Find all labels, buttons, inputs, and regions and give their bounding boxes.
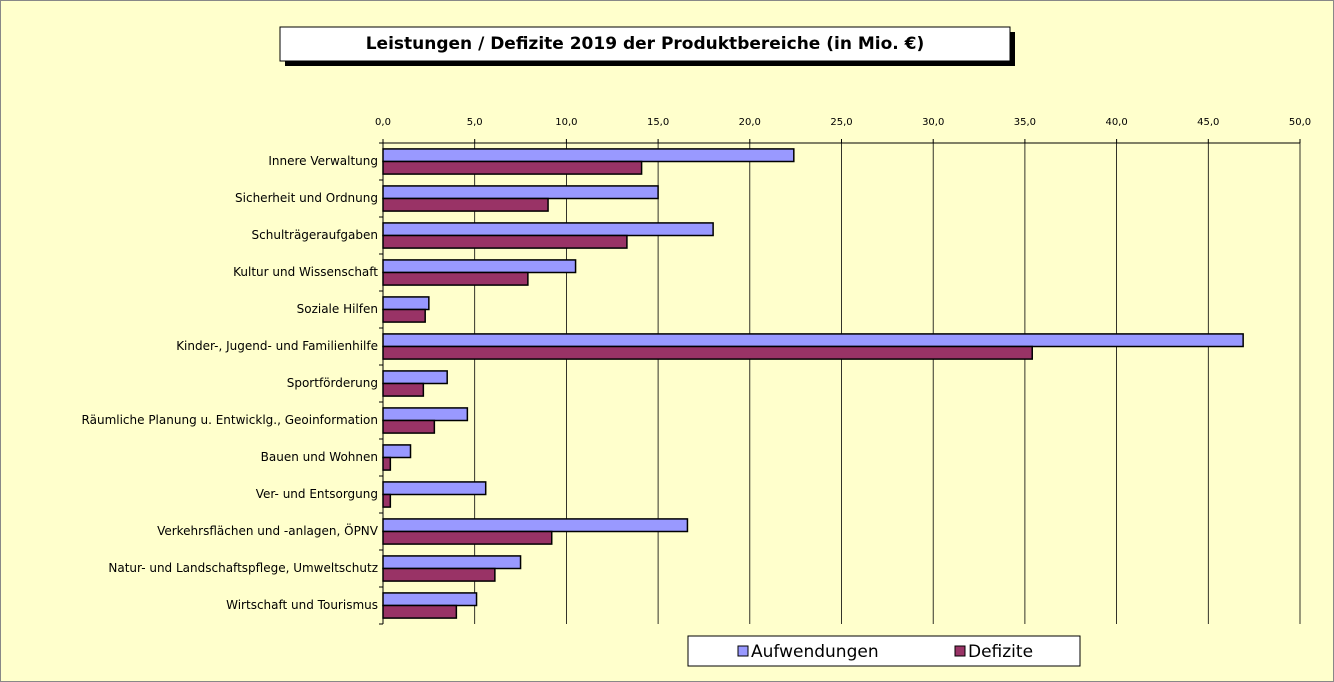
legend-label: Aufwendungen <box>751 642 879 662</box>
bar <box>382 493 392 508</box>
bar <box>382 518 689 533</box>
chart-title: Leistungen / Defizite 2019 der Produktbe… <box>366 34 925 54</box>
x-tick-label: 10,0 <box>555 117 577 128</box>
bar <box>382 222 714 237</box>
y-tick-label: Kultur und Wissenschaft <box>233 265 378 279</box>
bar <box>382 308 426 323</box>
bar <box>382 197 549 212</box>
title-box <box>279 26 1011 62</box>
bar <box>382 271 529 286</box>
bar <box>382 185 659 200</box>
y-tick-label: Innere Verwaltung <box>268 154 378 168</box>
bar <box>382 456 392 471</box>
bar <box>382 604 458 619</box>
y-tick-label: Bauen und Wohnen <box>261 450 378 464</box>
x-tick-label: 0,0 <box>375 117 391 128</box>
bar <box>382 530 553 545</box>
y-tick-label: Schulträgeraufgaben <box>252 228 378 242</box>
x-tick-label: 40,0 <box>1105 117 1127 128</box>
legend-label: Defizite <box>968 642 1033 662</box>
bar <box>382 382 425 397</box>
bar <box>382 259 577 274</box>
x-tick-label: 45,0 <box>1197 117 1219 128</box>
y-tick-label: Sportförderung <box>287 376 378 390</box>
legend-swatch <box>737 645 749 657</box>
bar <box>382 592 478 607</box>
y-tick-label: Wirtschaft und Tourismus <box>226 598 378 612</box>
y-tick-label: Kinder-, Jugend- und Familienhilfe <box>176 339 378 353</box>
bar <box>382 407 469 422</box>
y-tick-label: Natur- und Landschaftspflege, Umweltschu… <box>108 561 378 575</box>
bar <box>382 481 487 496</box>
bar <box>382 567 496 582</box>
x-tick-label: 25,0 <box>830 117 852 128</box>
x-tick-label: 35,0 <box>1014 117 1036 128</box>
y-tick-label: Ver- und Entsorgung <box>256 487 378 501</box>
bar <box>382 555 522 570</box>
bar <box>382 333 1244 348</box>
bar <box>382 148 795 163</box>
x-tick-label: 5,0 <box>467 117 483 128</box>
bar <box>382 444 412 459</box>
bar <box>382 160 643 175</box>
y-tick-label: Räumliche Planung u. Entwicklg., Geoinfo… <box>82 413 378 427</box>
legend-box <box>687 635 1081 667</box>
bar <box>382 370 448 385</box>
bar <box>382 296 430 311</box>
y-tick-label: Soziale Hilfen <box>297 302 378 316</box>
x-tick-label: 20,0 <box>739 117 761 128</box>
x-tick-label: 50,0 <box>1289 117 1311 128</box>
bar <box>382 234 628 249</box>
x-tick-label: 15,0 <box>647 117 669 128</box>
bar <box>382 345 1033 360</box>
y-tick-label: Sicherheit und Ordnung <box>235 191 378 205</box>
bar <box>382 419 436 434</box>
x-tick-label: 30,0 <box>922 117 944 128</box>
legend-swatch <box>954 645 966 657</box>
y-tick-label: Verkehrsflächen und -anlagen, ÖPNV <box>157 522 379 538</box>
